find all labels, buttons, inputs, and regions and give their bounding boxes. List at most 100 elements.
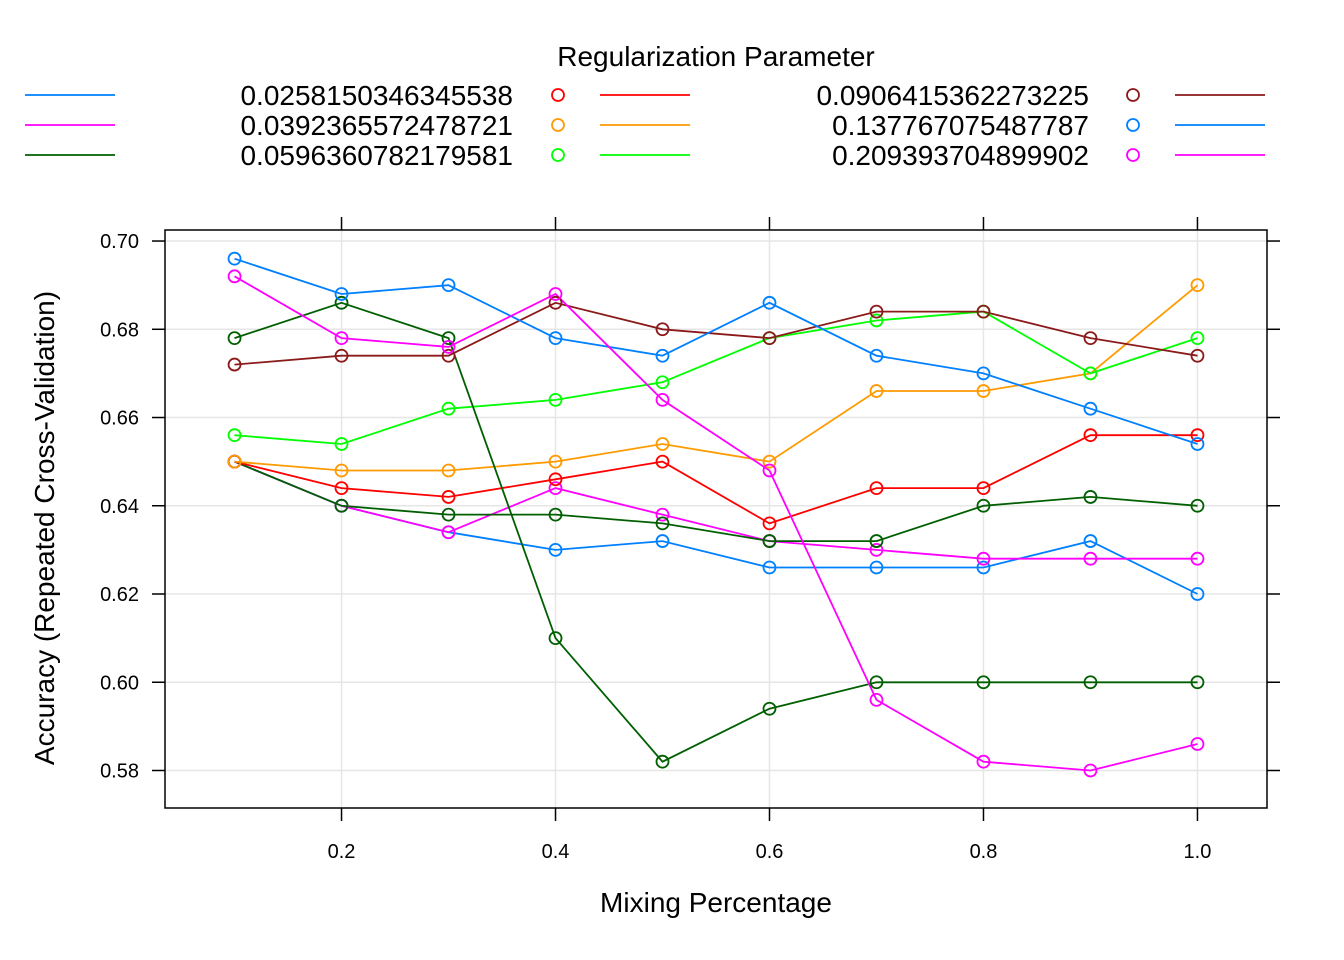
data-point <box>334 481 349 496</box>
data-point <box>869 542 884 557</box>
data-point <box>1083 534 1098 548</box>
data-point <box>334 463 349 478</box>
data-point <box>762 295 777 310</box>
data-point <box>334 331 349 345</box>
data-point <box>548 287 563 301</box>
data-point <box>655 375 670 390</box>
data-point <box>1190 675 1205 690</box>
data-point <box>869 348 884 363</box>
data-point <box>1190 437 1205 451</box>
data-point <box>334 437 349 451</box>
x-tick-label: 0.2 <box>328 841 356 863</box>
data-point <box>1190 428 1205 443</box>
data-point <box>227 331 242 345</box>
data-point <box>976 366 991 381</box>
x-axis-title: Mixing Percentage <box>600 887 832 918</box>
data-point <box>548 542 563 557</box>
data-point <box>869 675 884 690</box>
data-point <box>655 392 670 407</box>
plot-frame <box>164 229 1268 809</box>
y-axis: 0.58 0.60 0.62 0.64 0.66 0.68 0.70 <box>100 231 1280 782</box>
legend-label: 0.137767075487787 <box>832 110 1089 141</box>
data-point <box>1190 551 1205 566</box>
data-point <box>1083 763 1098 778</box>
data-point <box>227 251 242 266</box>
data-point <box>548 331 563 345</box>
data-point <box>655 754 670 769</box>
data-point <box>655 437 670 451</box>
data-point <box>1190 278 1205 293</box>
data-point <box>334 287 349 301</box>
data-point <box>1190 498 1205 513</box>
series-line-5 <box>234 284 1199 472</box>
data-point <box>976 498 991 513</box>
y-tick-label: 0.70 <box>100 231 139 253</box>
x-tick-label: 0.4 <box>542 841 570 863</box>
data-point <box>869 481 884 496</box>
data-point <box>869 560 884 575</box>
data-point <box>976 560 991 575</box>
legend-point-symbol <box>551 118 565 132</box>
data-point <box>1190 737 1205 751</box>
series-line-3 <box>234 460 1198 542</box>
series-line-6 <box>234 310 1198 445</box>
data-point <box>655 348 670 363</box>
y-tick-label: 0.58 <box>100 760 139 782</box>
series-line-7 <box>234 301 1198 763</box>
data-point <box>441 401 456 416</box>
data-point <box>441 348 456 363</box>
data-point <box>869 534 884 548</box>
data-point <box>548 631 563 646</box>
data-point <box>655 322 670 337</box>
series-line-8 <box>234 301 1198 366</box>
data-point <box>1083 675 1098 690</box>
x-tick-label: 1.0 <box>1184 841 1212 863</box>
data-point <box>441 507 456 522</box>
data-point <box>1083 401 1098 416</box>
legend-title: Regularization Parameter <box>557 41 875 72</box>
legend-label: 0.0258150346345538 <box>240 80 513 111</box>
data-point <box>548 481 563 496</box>
data-point <box>548 507 563 522</box>
x-tick-label: 0.6 <box>756 841 784 863</box>
data-point <box>869 304 884 319</box>
legend-point-symbol <box>1126 88 1140 102</box>
data-point <box>1083 551 1098 566</box>
data-point <box>441 278 456 293</box>
data-point <box>976 304 991 319</box>
legend-label: 0.0392365572478721 <box>240 110 513 141</box>
data-point <box>1190 587 1205 601</box>
legend: Regularization Parameter 0.0258150346345… <box>25 41 1265 171</box>
data-point <box>548 392 563 407</box>
legend-label: 0.209393704899902 <box>832 140 1089 171</box>
y-tick-label: 0.62 <box>100 584 139 606</box>
series-points <box>227 251 1205 778</box>
legend-point-symbol <box>551 88 565 102</box>
data-point <box>1083 490 1098 504</box>
data-point <box>655 507 670 522</box>
series-line-4 <box>234 434 1198 525</box>
data-point <box>227 269 242 284</box>
data-point <box>976 675 991 690</box>
data-point <box>869 693 884 707</box>
data-point <box>762 534 777 548</box>
data-point <box>334 348 349 363</box>
data-point <box>762 454 777 469</box>
data-point <box>334 295 349 310</box>
data-point <box>1083 428 1098 443</box>
x-axis: 0.2 0.4 0.6 0.8 1.0 <box>328 217 1212 863</box>
legend-label: 0.0906415362273225 <box>816 80 1089 111</box>
y-tick-label: 0.64 <box>100 496 139 518</box>
data-point <box>441 490 456 504</box>
data-point <box>976 481 991 496</box>
data-point <box>655 534 670 548</box>
data-point <box>441 331 456 345</box>
data-point <box>227 428 242 443</box>
data-point <box>441 525 456 540</box>
data-point <box>548 295 563 310</box>
data-point <box>762 560 777 575</box>
data-point <box>227 357 242 372</box>
data-point <box>976 384 991 398</box>
data-point <box>762 516 777 531</box>
